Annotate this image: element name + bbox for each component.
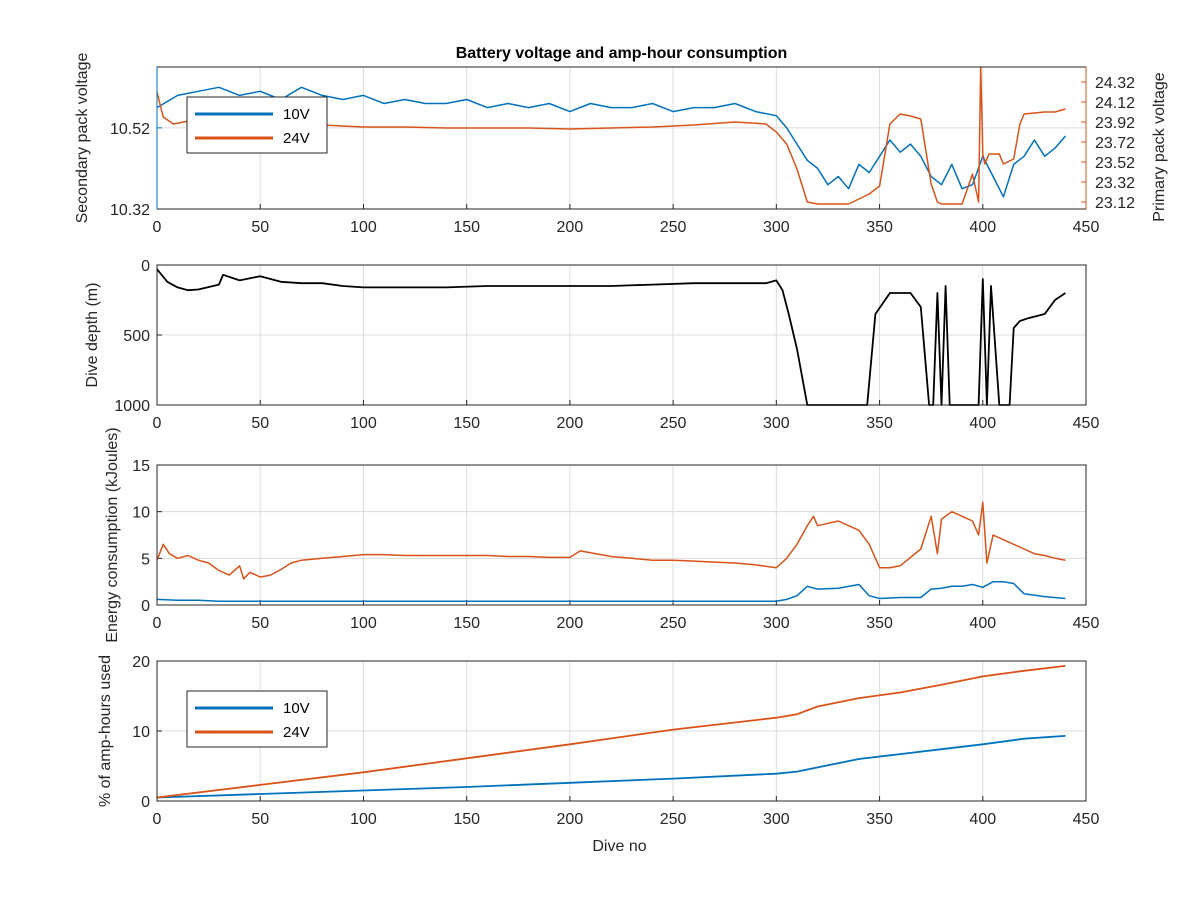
y-tick-label-right: 24.32 bbox=[1095, 75, 1135, 92]
x-tick-label: 400 bbox=[969, 219, 996, 236]
plot-area bbox=[157, 465, 1086, 605]
y-axis-label: Secondary pack voltage bbox=[74, 53, 91, 224]
x-tick-label: 400 bbox=[969, 415, 996, 432]
x-tick-label: 150 bbox=[453, 219, 480, 236]
x-tick-label: 200 bbox=[557, 219, 584, 236]
y-tick-label: 10.32 bbox=[110, 202, 150, 219]
x-tick-label: 350 bbox=[866, 219, 893, 236]
panel-battery-voltage: 0 50 100 150 200 250 300 350 400 450 10.32 10.52 23.… bbox=[74, 45, 1168, 236]
x-tick-label: 150 bbox=[453, 615, 480, 632]
x-tick-label: 450 bbox=[1073, 219, 1100, 236]
y-tick-label: 5 bbox=[141, 551, 150, 568]
chart-title: Battery voltage and amp-hour consumption bbox=[456, 45, 788, 62]
x-tick-label: 50 bbox=[251, 615, 269, 632]
y-tick-label: 0 bbox=[141, 258, 150, 275]
x-tick-label: 450 bbox=[1073, 415, 1100, 432]
x-tick-label: 50 bbox=[251, 415, 269, 432]
x-tick-label: 350 bbox=[866, 415, 893, 432]
y-tick-label-right: 23.72 bbox=[1095, 135, 1135, 152]
x-tick-label: 200 bbox=[557, 811, 584, 828]
x-tick-label: 0 bbox=[153, 415, 162, 432]
x-tick-label: 250 bbox=[660, 219, 687, 236]
x-tick-label: 250 bbox=[660, 615, 687, 632]
y-tick-label: 0 bbox=[141, 794, 150, 811]
x-tick-label: 0 bbox=[153, 219, 162, 236]
x-tick-label: 0 bbox=[153, 615, 162, 632]
y-tick-label: 20 bbox=[132, 654, 150, 671]
legend-label-10v: 10V bbox=[283, 106, 310, 123]
y-tick-label: 15 bbox=[132, 458, 150, 475]
y-tick-label: 10 bbox=[132, 724, 150, 741]
series-24v-line bbox=[156, 665, 1066, 799]
x-tick-label: 350 bbox=[866, 811, 893, 828]
axes-frame bbox=[156, 660, 1087, 802]
x-tick-label: 250 bbox=[660, 415, 687, 432]
axes-frame bbox=[156, 464, 1087, 606]
panel-amp-hours-used: 0 50 100 150 200 250 300 350 400 4500102010V24V% … bbox=[97, 654, 1099, 855]
series-24v-line bbox=[156, 66, 1066, 205]
y-tick-label: 0 bbox=[141, 598, 150, 615]
series-10v-line bbox=[156, 735, 1066, 799]
y-tick-label-right: 23.12 bbox=[1095, 195, 1135, 212]
legend-box bbox=[186, 690, 328, 748]
x-tick-label: 200 bbox=[557, 615, 584, 632]
panel-dive-depth: 0 50 100 150 200 250 300 350 400 450 0 500 1000 Dive … bbox=[84, 258, 1099, 432]
x-tick-label: 100 bbox=[350, 615, 377, 632]
x-tick-label: 300 bbox=[763, 415, 790, 432]
series-line bbox=[156, 580, 1066, 603]
x-tick-label: 400 bbox=[969, 811, 996, 828]
y-axis-label-right: Primary pack voltage bbox=[1151, 72, 1168, 221]
x-tick-label: 200 bbox=[557, 415, 584, 432]
series-10v-line bbox=[156, 86, 1066, 198]
x-tick-label: 300 bbox=[763, 811, 790, 828]
y-tick-label-right: 23.32 bbox=[1095, 175, 1135, 192]
x-tick-label: 450 bbox=[1073, 811, 1100, 828]
x-tick-label: 100 bbox=[350, 811, 377, 828]
x-tick-label: 300 bbox=[763, 219, 790, 236]
x-tick-label: 250 bbox=[660, 811, 687, 828]
y-tick-label: 1000 bbox=[114, 398, 150, 415]
axes-frame bbox=[156, 264, 1087, 406]
x-tick-label: 150 bbox=[453, 811, 480, 828]
x-tick-label: 300 bbox=[763, 615, 790, 632]
x-tick-label: 100 bbox=[350, 415, 377, 432]
x-tick-label: 150 bbox=[453, 415, 480, 432]
legend-label-10v: 10V bbox=[283, 700, 310, 717]
legend-box bbox=[186, 96, 328, 154]
y-tick-label: 10.52 bbox=[110, 121, 150, 138]
y-tick-label-right: 24.12 bbox=[1095, 95, 1135, 112]
y-tick-label-right: 23.52 bbox=[1095, 155, 1135, 172]
y-axis-label: Dive depth (m) bbox=[84, 283, 101, 388]
y-tick-label: 500 bbox=[123, 328, 150, 345]
y-tick-label: 10 bbox=[132, 505, 150, 522]
y-axis-label: % of amp-hours used bbox=[97, 655, 114, 807]
x-tick-label: 350 bbox=[866, 615, 893, 632]
x-axis-label: Dive no bbox=[592, 838, 646, 855]
y-axis-label: Energy consumption (kJoules) bbox=[104, 427, 121, 642]
x-tick-label: 50 bbox=[251, 219, 269, 236]
panel-energy-consumption: 0 50 100 150 200 250 300 350 400 450 0 5 10 15 Energy … bbox=[104, 427, 1099, 642]
legend-label-24v: 24V bbox=[283, 130, 310, 147]
legend-label-24v: 24V bbox=[283, 724, 310, 741]
x-tick-label: 50 bbox=[251, 811, 269, 828]
y-tick-label-right: 23.92 bbox=[1095, 115, 1135, 132]
x-tick-label: 0 bbox=[153, 811, 162, 828]
x-tick-label: 400 bbox=[969, 615, 996, 632]
series-line bbox=[156, 501, 1066, 580]
x-tick-label: 450 bbox=[1073, 615, 1100, 632]
x-tick-label: 100 bbox=[350, 219, 377, 236]
